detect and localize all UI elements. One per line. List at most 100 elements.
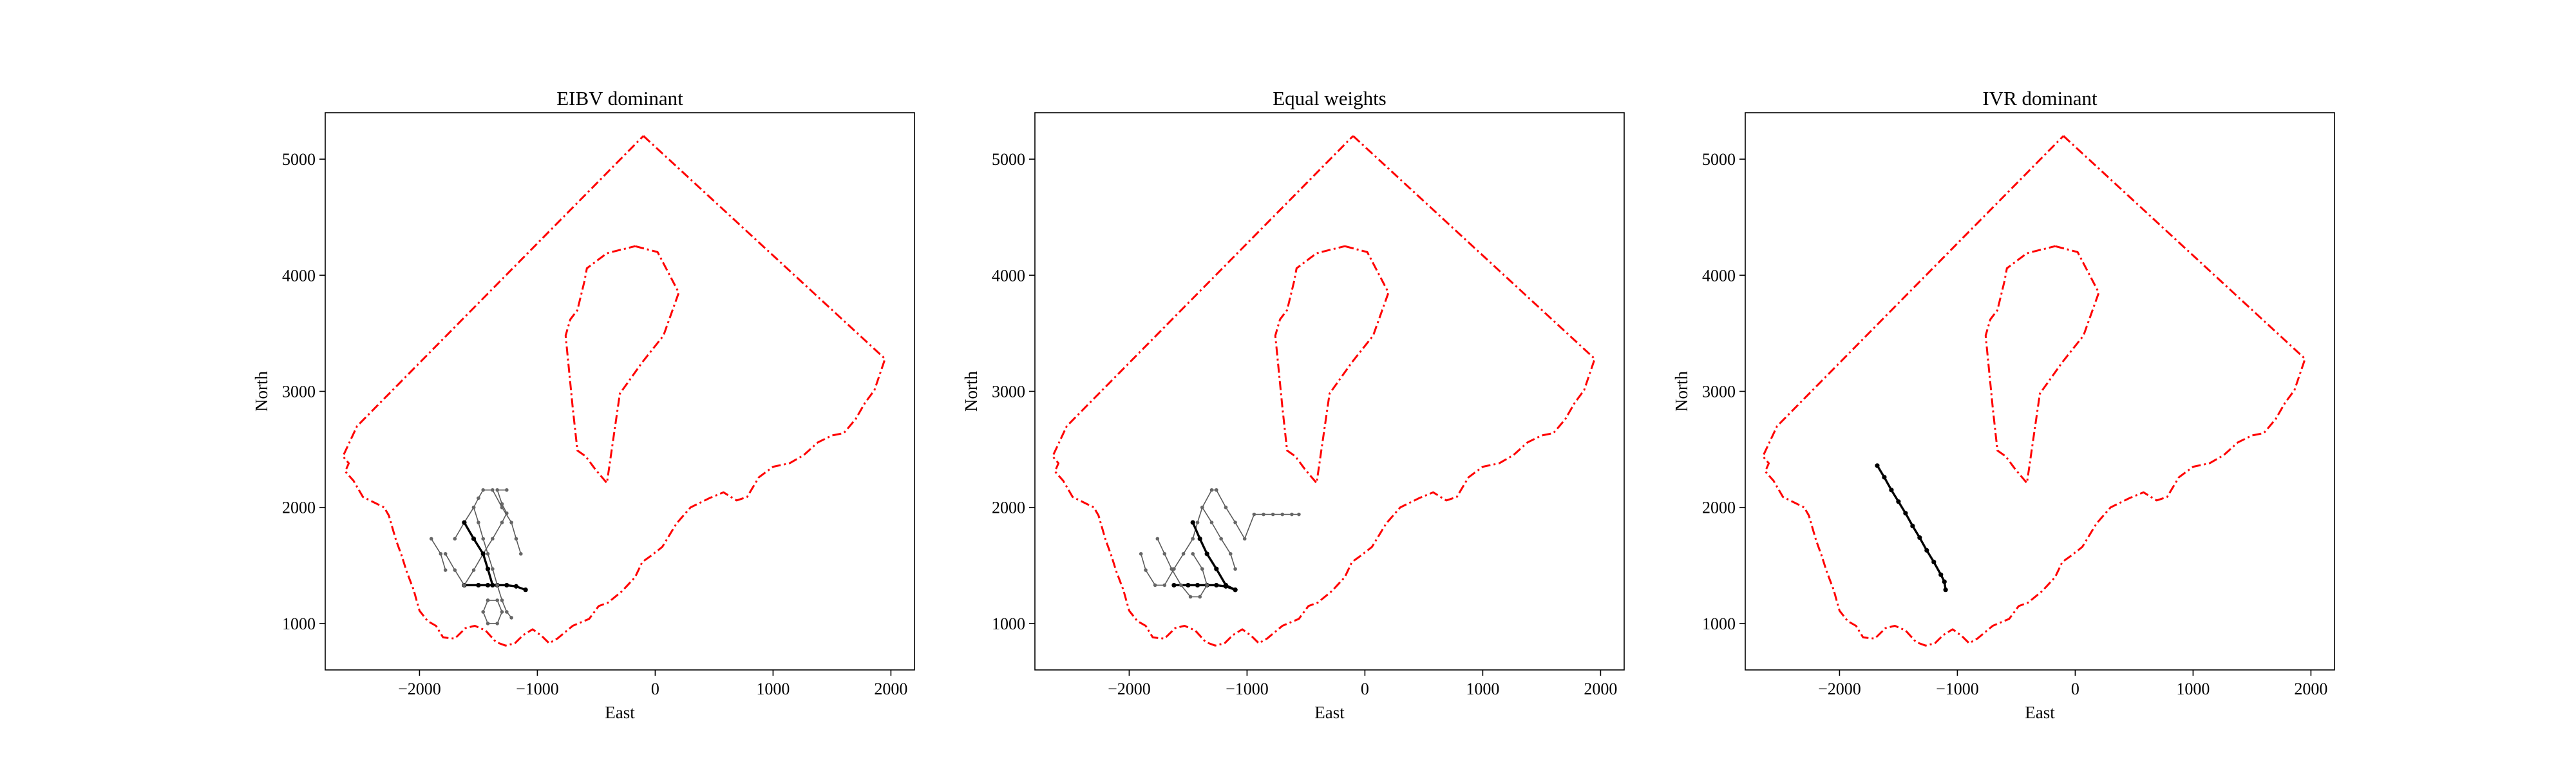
path-waypoint <box>1252 512 1256 517</box>
outer-boundary-line <box>1761 135 2306 647</box>
path-waypoint <box>1205 583 1209 587</box>
y-tick-label: 3000 <box>282 383 316 401</box>
path-waypoint <box>1198 595 1202 599</box>
path-waypoint <box>453 537 457 541</box>
path-waypoint <box>1938 572 1944 577</box>
plot-frame <box>1745 112 2335 671</box>
path-waypoint <box>1188 595 1193 599</box>
path-waypoint <box>1903 511 1908 516</box>
path-waypoint <box>1209 488 1214 492</box>
path-waypoint <box>476 582 481 588</box>
path-waypoint <box>471 505 476 510</box>
path-waypoint <box>1190 520 1195 525</box>
x-tick-label: 2000 <box>2294 680 2327 698</box>
path-waypoint <box>500 520 504 524</box>
path-waypoint <box>481 610 486 614</box>
x-axis-label: East <box>605 703 635 722</box>
path-waypoint <box>1943 587 1948 593</box>
path-waypoint <box>500 598 504 602</box>
y-tick-label: 1000 <box>1702 615 1736 633</box>
path-waypoint <box>505 488 509 492</box>
path-waypoint <box>1170 567 1174 571</box>
path-waypoint <box>1882 475 1887 480</box>
path-waypoint <box>486 598 490 602</box>
path-waypoint <box>505 610 509 614</box>
x-tick-label: −1000 <box>1936 680 1979 698</box>
plot-frame <box>1034 112 1625 671</box>
x-tick-label: 1000 <box>2176 680 2210 698</box>
y-axis-label: North <box>961 371 981 412</box>
x-tick-label: 1000 <box>756 680 790 698</box>
path-waypoint <box>1242 537 1247 541</box>
y-tick-label: 2000 <box>992 499 1025 517</box>
y-tick-label: 3000 <box>992 383 1025 401</box>
path-waypoint <box>504 582 509 588</box>
path-waypoint <box>491 488 495 492</box>
path-waypoint <box>1214 566 1219 571</box>
path-waypoint <box>495 622 499 625</box>
path-waypoint <box>471 568 476 572</box>
path-waypoint <box>1204 551 1209 557</box>
path-waypoint <box>1179 583 1183 587</box>
path-waypoint <box>1224 505 1228 510</box>
path-waypoint <box>1233 520 1237 524</box>
path-waypoint <box>509 616 513 620</box>
path-waypoint <box>1896 499 1901 504</box>
path-waypoint <box>1197 536 1202 541</box>
path-waypoint <box>486 551 490 556</box>
path-waypoint <box>481 488 486 492</box>
y-tick-label: 2000 <box>1702 499 1736 517</box>
path-waypoint <box>518 551 523 556</box>
path-waypoint <box>1181 551 1186 556</box>
panel-eibv-dominant: EIBV dominant −2000 −1000 0 1000 2000 1000 2000… <box>252 87 915 722</box>
path-waypoint <box>477 520 480 524</box>
plot-frame <box>325 112 915 671</box>
path-waypoint <box>480 551 486 557</box>
y-tick-label: 5000 <box>1702 150 1736 169</box>
chart-title: IVR dominant <box>1982 87 2098 110</box>
path-waypoint <box>1144 568 1148 572</box>
x-axis-label: East <box>2025 703 2055 722</box>
path-waypoint <box>495 488 499 492</box>
x-tick-label: −2000 <box>1108 680 1151 698</box>
path-waypoint <box>443 551 448 556</box>
path-waypoint <box>1214 582 1219 588</box>
path-waypoint <box>462 583 466 587</box>
x-tick-label: −2000 <box>398 680 441 698</box>
path-waypoint <box>1195 582 1200 588</box>
x-tick-label: 2000 <box>874 680 907 698</box>
path-waypoint <box>1910 523 1915 529</box>
path-waypoint <box>513 584 519 589</box>
y-tick-label: 5000 <box>992 150 1025 169</box>
panel-equal-weights: Equal weights −2000 −1000 0 1000 2000 1000 2000… <box>961 87 1625 722</box>
path-waypoint <box>495 583 499 587</box>
x-tick-label: −2000 <box>1818 680 1861 698</box>
path-waypoint <box>481 537 486 541</box>
path-waypoint <box>1171 582 1177 588</box>
path-waypoint <box>429 537 433 541</box>
path-waypoint <box>1162 551 1167 556</box>
y-tick-label: 3000 <box>1702 383 1736 401</box>
path-waypoint <box>491 567 495 571</box>
x-tick-label: −1000 <box>516 680 559 698</box>
path-waypoint <box>1924 548 1929 553</box>
path-waypoint <box>1191 537 1195 541</box>
path-waypoint <box>500 610 504 614</box>
path-waypoint <box>1200 567 1204 571</box>
inner-boundary-line <box>564 245 680 484</box>
path-waypoint <box>1233 567 1237 571</box>
path-waypoint <box>1223 582 1229 588</box>
path-waypoint <box>485 566 491 571</box>
chart-title: Equal weights <box>1273 87 1387 110</box>
path-waypoint <box>485 582 491 588</box>
path-waypoint <box>1875 463 1880 468</box>
path-waypoint <box>523 587 528 593</box>
path-waypoint <box>1290 512 1294 517</box>
path-line <box>454 489 522 555</box>
path-waypoint <box>1280 512 1285 517</box>
path-waypoint <box>1262 512 1265 517</box>
path-waypoint <box>1153 583 1157 587</box>
path-waypoint <box>1233 587 1238 593</box>
path-waypoint <box>509 520 513 524</box>
